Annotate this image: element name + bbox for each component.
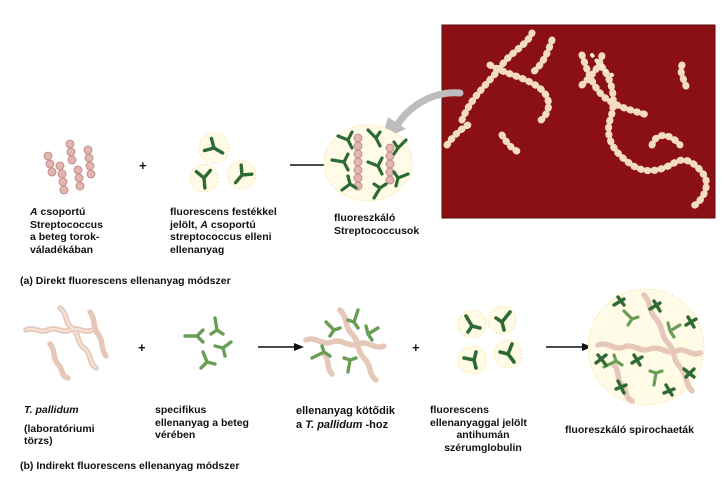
t-pallidum-spirochetes-icon — [20, 300, 115, 380]
label-a-item2-line3: streptococcus elleni — [170, 231, 277, 244]
section-a-title: (a) Direkt fluorescens ellenanyag módsze… — [20, 275, 231, 287]
label-b-item3: ellenanyag kötődik a T. pallidum -hoz — [296, 404, 395, 432]
label-b-item2-line3: vérében — [155, 429, 249, 442]
label-a-item1: A csoportú Streptococcus a beteg torok- … — [30, 206, 103, 256]
label-a-item1-line1: csoportú — [38, 206, 86, 218]
plus-sign-b2: + — [412, 340, 420, 355]
plus-sign-a: + — [139, 158, 147, 173]
label-a-item2-line2-rest: csoportú — [208, 219, 256, 231]
label-b-item2: specifikus ellenanyag a beteg vérében — [155, 404, 249, 442]
label-b-item2-line1: specifikus — [155, 404, 249, 417]
label-a-item1-line3: a beteg torok- — [30, 231, 103, 244]
label-b-item3-line1: ellenanyag kötődik — [296, 404, 395, 418]
label-a-item2-italic: A — [200, 219, 208, 231]
fluorescent-spirochetes-icon — [584, 285, 709, 410]
fluorescent-streptococci-icon — [318, 118, 418, 213]
label-b-item1-line1: T. pallidum — [24, 404, 79, 416]
micrograph-photo — [442, 25, 715, 218]
label-b-item4-line3: antihumán — [430, 429, 536, 442]
label-a-item3-line1: fluoreszkáló — [334, 212, 419, 225]
label-b-item3-line2-rest: -hoz — [362, 419, 388, 431]
label-b-item1-line3: törzs) — [24, 435, 95, 448]
label-a-item2: fluorescens festékkel jelölt, A csoportú… — [170, 206, 277, 256]
section-b-title: (b) Indirekt fluorescens ellenanyag móds… — [20, 460, 239, 472]
antihuman-globulin-icon — [452, 302, 532, 382]
specific-antibodies-icon — [175, 312, 245, 382]
label-a-item1-italic: A — [30, 206, 38, 218]
label-a-item2-line4: ellenanyag — [170, 244, 277, 257]
label-b-item3-line2-pre: a — [296, 419, 305, 431]
label-a-item2-line2-pre: jelölt, — [170, 219, 200, 231]
label-b-item5-line1: fluoreszkáló spirochaeták — [565, 424, 694, 437]
label-b-item5: fluoreszkáló spirochaeták — [565, 424, 694, 437]
streptococcus-chains-icon — [40, 140, 100, 200]
label-b-item4-line4: szérumglobulin — [430, 442, 536, 455]
label-a-item3-line2: Streptococcusok — [334, 225, 419, 238]
label-b-item3-italic: T. pallidum — [305, 419, 362, 431]
fluorescent-antibodies-icon — [182, 128, 262, 198]
label-b-item4-line1: fluorescens — [430, 404, 536, 417]
label-b-item4-line2: ellenanyaggal jelölt — [430, 417, 536, 430]
antibody-bound-spirochetes-icon — [296, 300, 396, 385]
label-a-item1-line4: váladékában — [30, 244, 103, 257]
section-b-prefix: (b) — [20, 460, 33, 472]
label-b-item2-line2: ellenanyag a beteg — [155, 417, 249, 430]
section-a-prefix: (a) — [20, 275, 33, 287]
plus-sign-b1: + — [138, 340, 146, 355]
section-a-text: Direkt fluorescens ellenanyag módszer — [36, 275, 231, 287]
label-b-item1-line2: (laboratóriumi — [24, 423, 95, 436]
label-b-item1: T. pallidum (laboratóriumi törzs) — [24, 404, 95, 448]
label-b-item4: fluorescens ellenanyaggal jelölt antihum… — [430, 404, 536, 454]
label-a-item2-line1: fluorescens festékkel — [170, 206, 277, 219]
section-b-text: Indirekt fluorescens ellenanyag módszer — [36, 460, 239, 472]
label-a-item1-line2: Streptococcus — [30, 219, 103, 232]
label-a-item3: fluoreszkáló Streptococcusok — [334, 212, 419, 237]
